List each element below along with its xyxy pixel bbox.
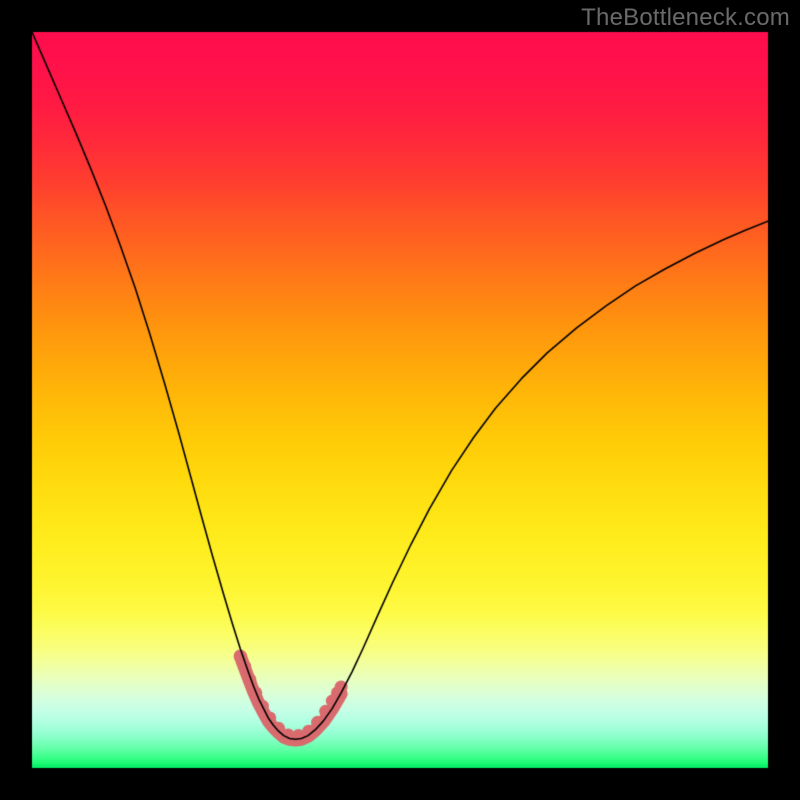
- chart-root: { "watermark": "TheBottleneck.com", "dim…: [0, 0, 800, 800]
- watermark-text: TheBottleneck.com: [581, 4, 790, 32]
- chart-canvas: [0, 0, 800, 800]
